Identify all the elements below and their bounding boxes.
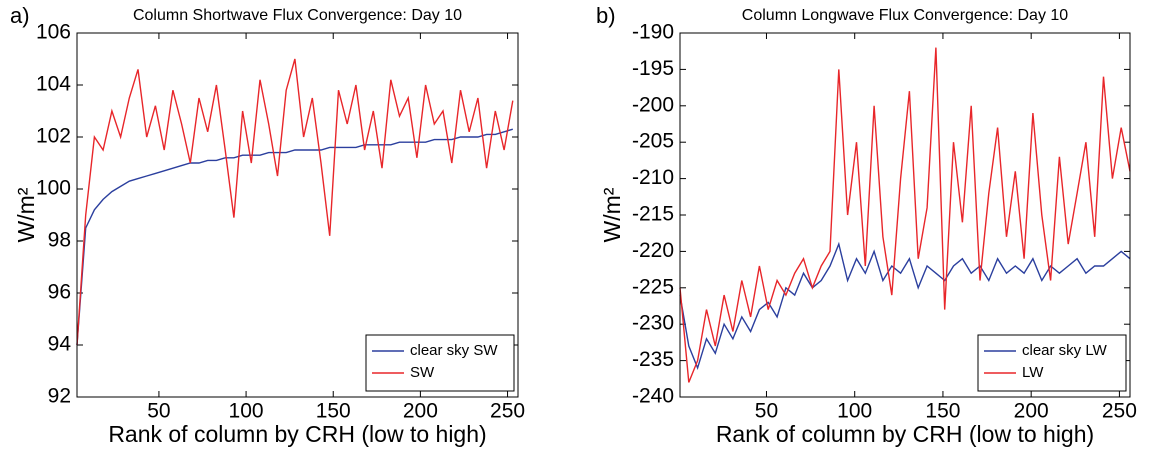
y-tick-label: -205 [632,130,674,153]
y-tick-label: 100 [36,177,71,200]
data-line [76,128,514,346]
panel-label: a) [10,3,30,28]
y-tick-label: -220 [632,239,674,262]
x-tick-label: 100 [229,400,264,423]
x-axis-label: Rank of column by CRH (low to high) [108,421,486,447]
chart-title: Column Longwave Flux Convergence: Day 10 [742,7,1069,24]
y-tick-label: 102 [36,125,71,148]
legend-label: clear sky LW [1022,342,1108,359]
y-tick-label: -200 [632,93,674,116]
y-tick-label: -225 [632,275,674,298]
y-tick-label: 92 [48,385,71,408]
legend-box [977,334,1127,392]
y-axis-label: W/m² [13,187,39,242]
plot-frame [679,32,1131,398]
chart-title: Column Shortwave Flux Convergence: Day 1… [133,7,462,24]
y-tick-label: -210 [632,166,674,189]
x-tick-label: 50 [755,400,778,423]
y-tick-label: -235 [632,348,674,371]
y-tick-label: 98 [48,229,71,252]
y-axis-label: W/m² [599,187,625,242]
x-tick-label: 150 [925,400,960,423]
x-tick-label: 150 [316,400,351,423]
panel-label: b) [596,3,616,28]
data-line [76,58,514,346]
y-tick-label: 96 [48,281,71,304]
x-tick-label: 50 [147,400,170,423]
data-line [679,47,1131,383]
y-tick-label: 94 [48,333,72,356]
x-tick-label: 200 [403,400,438,423]
x-axis-label: Rank of column by CRH (low to high) [716,421,1094,447]
legend-label: SW [410,364,435,381]
y-tick-label: 104 [36,73,71,96]
x-tick-label: 250 [1102,400,1137,423]
y-tick-label: -240 [632,385,674,408]
y-tick-label: -230 [632,312,674,335]
y-tick-label: 106 [36,21,71,44]
y-tick-label: -215 [632,203,674,226]
x-tick-label: 200 [1014,400,1049,423]
y-tick-label: -195 [632,57,674,80]
x-tick-label: 100 [837,400,872,423]
y-tick-label: -190 [632,21,674,44]
legend-label: clear sky SW [410,342,498,359]
x-tick-label: 250 [490,400,525,423]
legend-label: LW [1022,364,1044,381]
data-line [679,241,1131,371]
plot-frame [76,32,519,398]
legend-box [365,334,515,392]
